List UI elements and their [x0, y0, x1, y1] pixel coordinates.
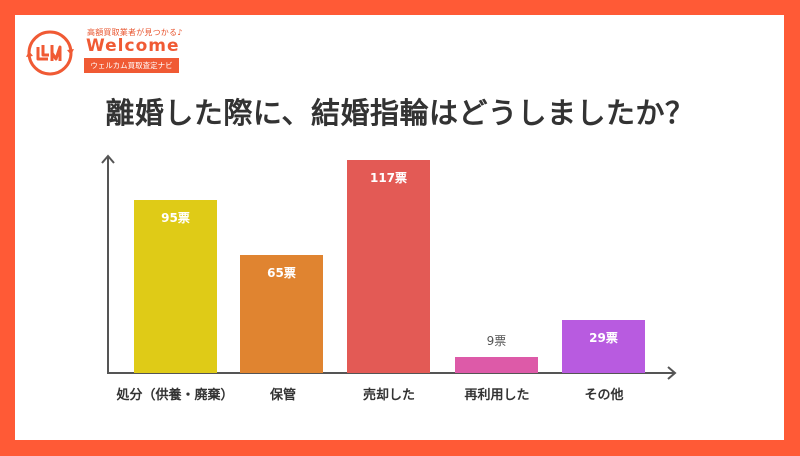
bar: 65票 — [240, 255, 323, 373]
bar-value-label: 117票 — [369, 171, 408, 185]
category-label: 処分（供養・廃棄） — [116, 388, 234, 403]
y-axis — [101, 154, 115, 374]
chart-title: 離婚した際に、結婚指輪はどうしましたか？ — [105, 96, 695, 130]
bar-value-label: 9票 — [486, 334, 507, 348]
logo-badge: ウェルカム買取査定ナビ — [84, 58, 179, 73]
bar: 29票 — [562, 320, 645, 373]
bar-value-label: 65票 — [267, 266, 296, 280]
bar-value-label: 29票 — [589, 331, 618, 345]
bar-value-label: 95票 — [161, 211, 190, 225]
x-axis — [107, 366, 677, 380]
category-label: その他 — [584, 388, 624, 403]
category-label: 売却した — [362, 388, 415, 403]
category-label: 保管 — [269, 388, 296, 403]
bar: 9票 — [455, 334, 538, 373]
category-label: 再利用した — [464, 388, 530, 403]
logo-icon — [26, 30, 74, 76]
logo-tagline: 高額買取業者が見つかる♪ — [87, 28, 183, 37]
bar: 95票 — [134, 200, 217, 373]
logo-wordmark: Welcome — [86, 36, 180, 56]
bar: 117票 — [347, 160, 430, 373]
